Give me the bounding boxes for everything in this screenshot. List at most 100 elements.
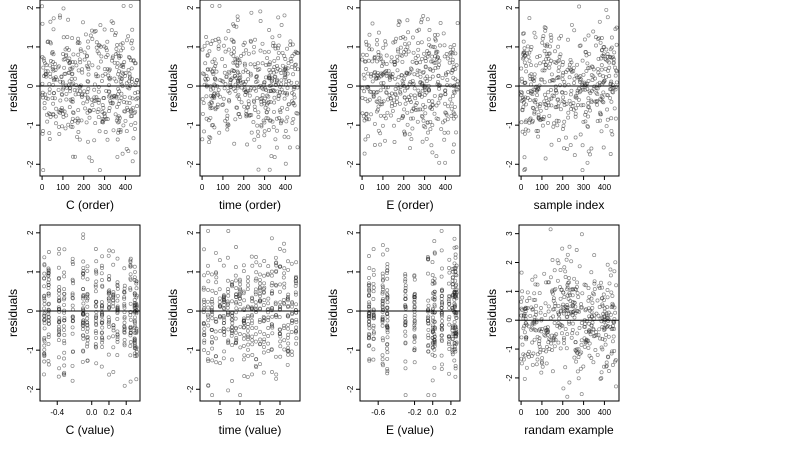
data-point [129, 58, 133, 63]
data-point [537, 291, 542, 296]
data-point [560, 99, 565, 104]
data-point [594, 43, 598, 48]
data-point [380, 323, 385, 328]
data-point [558, 296, 563, 301]
data-point [362, 59, 367, 64]
data-point [226, 29, 231, 34]
data-points [366, 228, 459, 398]
data-point [237, 60, 242, 65]
data-point [604, 124, 609, 129]
data-point [62, 328, 66, 332]
data-point [540, 40, 545, 45]
data-point [100, 330, 105, 335]
y-tick-label: 2 [186, 5, 195, 10]
data-point [560, 77, 565, 82]
data-point [520, 129, 525, 134]
data-point [209, 105, 214, 110]
data-point [243, 79, 248, 84]
data-point [81, 235, 86, 240]
data-point [433, 60, 438, 65]
data-point [40, 131, 45, 136]
data-point [380, 252, 385, 257]
data-point [445, 117, 450, 122]
data-point [609, 99, 614, 104]
data-point [85, 292, 90, 296]
data-point [201, 287, 206, 292]
data-point [408, 80, 413, 85]
data-point [432, 250, 437, 255]
data-point [430, 150, 435, 155]
data-point [276, 96, 281, 101]
data-point [537, 83, 542, 88]
data-point [577, 4, 582, 9]
data-point [453, 313, 458, 318]
data-point [385, 314, 390, 319]
data-point [380, 305, 385, 310]
data-point [70, 278, 75, 283]
data-point [114, 47, 119, 51]
data-point [595, 66, 600, 71]
data-point [290, 121, 295, 125]
data-point [587, 105, 592, 110]
data-point [128, 272, 133, 277]
data-point [134, 305, 139, 310]
data-point [97, 98, 102, 103]
data-point [86, 45, 91, 50]
data-point [234, 306, 239, 311]
data-point [440, 289, 444, 294]
data-point [250, 372, 254, 377]
data-point [221, 314, 226, 318]
x-tick-label: 0 [519, 408, 524, 417]
data-point [610, 89, 615, 94]
data-point [453, 114, 458, 119]
data-point [122, 94, 127, 99]
data-point [380, 289, 385, 294]
data-point [262, 80, 267, 85]
data-point [46, 302, 51, 307]
data-point [525, 96, 530, 100]
data-point [424, 79, 429, 84]
data-point [85, 312, 90, 317]
data-point [115, 65, 120, 70]
data-point [202, 338, 207, 343]
data-point [412, 315, 417, 320]
data-point [293, 67, 298, 72]
data-point [79, 94, 84, 99]
data-point [64, 91, 69, 96]
data-point [246, 275, 250, 280]
data-point [128, 330, 133, 335]
x-tick-label: 0.0 [86, 408, 98, 417]
data-point [206, 263, 210, 268]
data-point [81, 349, 86, 354]
data-point [213, 354, 218, 359]
data-point [67, 79, 72, 84]
data-point [519, 335, 524, 340]
data-point [439, 274, 444, 279]
data-point [579, 392, 584, 397]
data-point [586, 96, 591, 101]
data-point [48, 59, 53, 63]
data-point [57, 295, 61, 300]
data-point [570, 327, 575, 332]
data-point [583, 87, 588, 92]
data-point [270, 35, 275, 40]
data-point [530, 340, 535, 345]
data-point [445, 56, 450, 61]
data-point [285, 85, 290, 90]
data-point [94, 259, 99, 264]
data-point [450, 352, 455, 357]
data-point [286, 259, 290, 264]
data-point [102, 44, 107, 49]
data-point [115, 293, 120, 298]
data-point [590, 65, 595, 70]
data-point [230, 282, 235, 287]
data-point [119, 62, 124, 67]
data-point [242, 308, 247, 313]
data-point [205, 270, 210, 275]
data-point [216, 46, 221, 51]
data-point [614, 69, 619, 74]
data-point [273, 302, 278, 307]
data-point [225, 121, 230, 126]
data-point [233, 316, 238, 321]
